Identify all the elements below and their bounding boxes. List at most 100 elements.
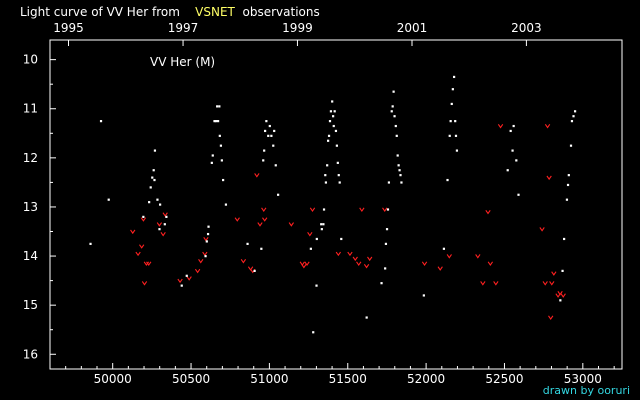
x-tick-label: 50000 (94, 372, 132, 386)
observation-point (213, 120, 216, 123)
observation-point (207, 225, 210, 228)
fainter-than-point (198, 259, 204, 264)
observation-point (309, 247, 312, 250)
observation-point (328, 120, 332, 123)
observation-point (506, 169, 509, 172)
fainter-than-point (347, 251, 353, 257)
observation-point (273, 129, 276, 133)
fainter-than-point (309, 207, 316, 212)
fainter-than-point (160, 232, 166, 237)
credit-text: drawn by ooruri (542, 384, 630, 397)
observation-point (163, 223, 166, 226)
observation-point (384, 242, 388, 245)
observation-point (327, 139, 330, 142)
fainter-than-point (421, 261, 428, 266)
observation-point (335, 144, 338, 147)
observation-point (268, 124, 271, 128)
observation-point (511, 149, 514, 152)
observation-point (216, 120, 220, 123)
observation-point (365, 316, 368, 319)
fainter-than-point (549, 281, 555, 286)
observation-point (153, 178, 156, 182)
year-label: 1999 (282, 21, 313, 35)
observation-point (149, 186, 152, 189)
observation-point (142, 215, 145, 218)
fainter-than-point (234, 217, 240, 222)
observation-point (451, 88, 454, 91)
fainter-than-point (475, 254, 481, 259)
year-label: 2001 (397, 21, 428, 35)
observation-point (390, 110, 393, 113)
x-tick-label: 51500 (329, 372, 367, 386)
fainter-than-point (352, 256, 358, 262)
observation-point (263, 149, 266, 152)
upper-limit-points (130, 124, 566, 321)
observation-point (442, 247, 446, 250)
observation-point (340, 237, 343, 241)
fainter-than-point (446, 254, 452, 259)
fainter-than-point (257, 222, 263, 227)
observation-point (204, 255, 207, 258)
observation-points (89, 75, 577, 334)
observation-point (393, 115, 396, 118)
fainter-than-point (288, 222, 294, 227)
observation-point (331, 100, 334, 103)
observation-point (333, 110, 336, 113)
observation-point (338, 181, 341, 184)
observation-point (509, 129, 512, 133)
observation-point (324, 181, 328, 184)
observation-point (397, 164, 400, 167)
observation-point (391, 105, 394, 108)
observation-point (398, 169, 401, 172)
fainter-than-point (557, 290, 563, 296)
fainter-than-point (359, 207, 365, 212)
fainter-than-point (363, 263, 370, 269)
year-label: 2003 (511, 21, 542, 35)
observation-point (566, 183, 570, 187)
observation-point (400, 181, 403, 184)
fainter-than-point (186, 276, 192, 281)
observation-point (320, 223, 323, 226)
observation-point (211, 154, 214, 157)
observation-point (253, 269, 256, 272)
fainter-than-point (240, 259, 247, 264)
observation-point (337, 174, 340, 177)
fainter-than-point (140, 217, 147, 222)
observation-point (322, 208, 326, 211)
fainter-than-point (139, 244, 145, 249)
observation-point (156, 198, 159, 201)
fainter-than-point (307, 232, 313, 237)
fainter-than-point (135, 251, 141, 257)
observation-point (89, 242, 92, 245)
observation-point (224, 203, 228, 206)
x-tick-label: 53000 (564, 372, 602, 386)
x-tick-label: 52500 (485, 372, 523, 386)
observation-point (450, 102, 453, 106)
observation-point (277, 193, 280, 196)
observation-point (220, 159, 223, 162)
fainter-than-point (202, 251, 208, 257)
observation-point (264, 129, 267, 133)
fainter-than-point (146, 261, 152, 266)
observation-point (312, 331, 315, 334)
observation-point (214, 120, 218, 123)
observation-point (322, 223, 325, 226)
y-tick-label: 12 (23, 151, 38, 165)
x-tick-label: 50500 (172, 372, 210, 386)
fainter-than-point (555, 293, 561, 298)
fainter-than-point (437, 266, 443, 271)
y-tick-label: 14 (23, 249, 38, 263)
observation-point (219, 144, 223, 147)
year-axis: 1995 1997 1999 2001 2003 (53, 21, 542, 46)
observation-point (320, 228, 323, 231)
observation-point (517, 193, 520, 196)
fainter-than-point (262, 217, 268, 222)
observation-point (165, 215, 168, 218)
observation-point (210, 161, 213, 164)
observation-point (384, 267, 387, 270)
observation-point (218, 134, 221, 137)
observation-point (265, 120, 268, 123)
fainter-than-point (254, 173, 260, 178)
y-tick-label: 11 (23, 102, 38, 116)
